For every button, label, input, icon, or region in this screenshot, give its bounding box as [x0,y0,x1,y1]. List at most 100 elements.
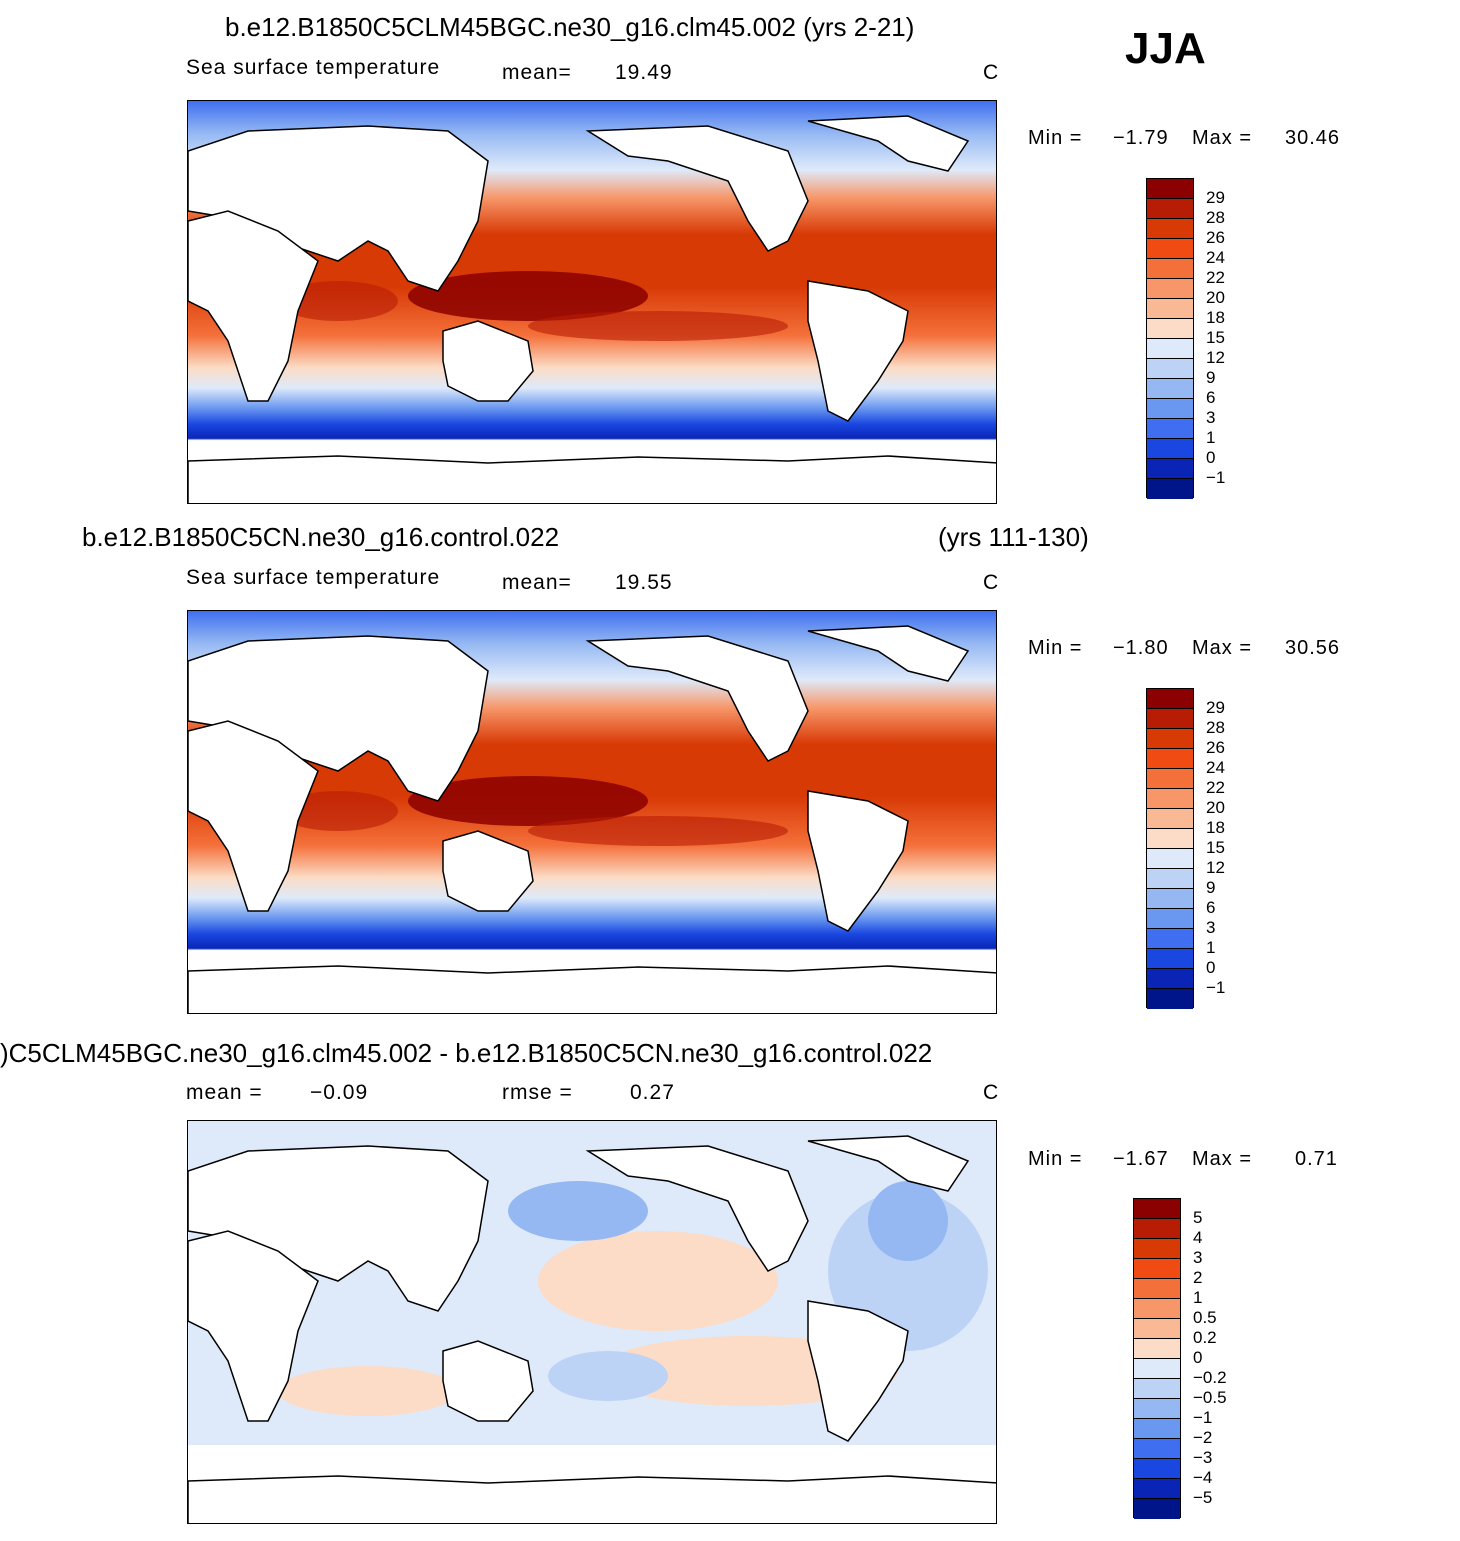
panel-diff-mean-label: mean = [186,1081,263,1104]
colorbar-swatch [1147,749,1193,769]
map-panel-mid [187,610,997,1014]
colorbar-tick-label: −1 [1206,978,1226,997]
colorbar-tick-label: −0.5 [1193,1388,1227,1407]
colorbar-tick-label: 15 [1206,328,1225,347]
panel-mid-mean-value: 19.55 [615,571,673,594]
map-panel-top [187,100,997,504]
panel-mid-mean-label: mean= [502,571,572,594]
colorbar-tick-label: 4 [1193,1228,1203,1247]
colorbar-swatch [1147,239,1193,259]
colorbar-tick-label: 5 [1193,1208,1203,1227]
colorbar-swatch [1147,849,1193,869]
panel-diff-units: C [983,1081,1000,1104]
colorbar-tick-label: 0 [1193,1348,1203,1367]
colorbar-swatch [1147,689,1193,709]
colorbar-tick-label: −1 [1193,1408,1213,1427]
colorbar-tick-label: 6 [1206,898,1216,917]
colorbar-tick-label: 28 [1206,208,1225,227]
panel-mid-years: (yrs 111-130) [938,522,1089,552]
colorbar-swatch [1134,1419,1180,1439]
colorbar-tick-label: 22 [1206,268,1225,287]
panel-diff-title: )C5CLM45BGC.ne30_g16.clm45.002 - b.e12.B… [0,1038,933,1068]
panel-top-title: b.e12.B1850C5CLM45BGC.ne30_g16.clm45.002… [225,12,915,42]
colorbar-swatch [1147,949,1193,969]
colorbar-tick-label: 12 [1206,858,1225,877]
colorbar-swatch [1147,709,1193,729]
colorbar-swatch [1147,319,1193,339]
map-panel-diff [187,1120,997,1524]
panel-top-mean-value: 19.49 [615,61,673,84]
colorbar-tick-label: −2 [1193,1428,1213,1447]
colorbar-tick-label: 6 [1206,388,1216,407]
panel-diff-max-value: 0.71 [1295,1148,1338,1170]
panel-diff-max-label: Max = [1192,1148,1253,1170]
colorbar-swatch [1147,379,1193,399]
panel-diff-rmse-label: rmse = [502,1081,573,1104]
colorbar-swatch [1134,1259,1180,1279]
panel-top-min-label: Min = [1028,127,1083,149]
colorbar-swatch [1134,1279,1180,1299]
colorbar-swatch [1147,399,1193,419]
colorbar-swatch [1147,889,1193,909]
colorbar-swatch [1147,769,1193,789]
colorbar-tick-label: 9 [1206,878,1216,897]
colorbar-swatch [1134,1359,1180,1379]
panel-top-mean-label: mean= [502,61,572,84]
colorbar-tick-label: 3 [1206,918,1216,937]
colorbar-tick-label: 28 [1206,718,1225,737]
colorbar-tick-label: 1 [1193,1288,1203,1307]
colorbar-swatch [1134,1459,1180,1479]
colorbar-swatch [1134,1479,1180,1499]
colorbar-swatch [1134,1239,1180,1259]
colorbar-tick-label: 1 [1206,938,1216,957]
colorbar-swatch [1147,279,1193,299]
colorbar-swatch [1147,219,1193,239]
panel-mid-units: C [983,571,1000,594]
colorbar-swatch [1134,1199,1180,1219]
colorbar-tick-label: 1 [1206,428,1216,447]
colorbar-tick-label: 24 [1206,758,1225,777]
panel-mid-min-value: −1.80 [1113,637,1169,659]
colorbar-swatch [1147,829,1193,849]
colorbar-swatch [1147,179,1193,199]
colorbar-tick-label: 22 [1206,778,1225,797]
panel-diff-rmse-value: 0.27 [630,1081,675,1104]
colorbar-tick-label: 0.2 [1193,1328,1217,1347]
colorbar-tick-label: 29 [1206,698,1225,717]
panel-mid-max-value: 30.56 [1285,637,1341,659]
colorbar-tick-label: 0 [1206,958,1216,977]
colorbar-tick-label: 15 [1206,838,1225,857]
colorbar-tick-label: −0.2 [1193,1368,1227,1387]
diff-map [188,1121,996,1523]
colorbar-swatch [1147,459,1193,479]
colorbar-swatch [1147,299,1193,319]
colorbar-swatch [1147,259,1193,279]
colorbar-swatch [1134,1319,1180,1339]
colorbar-tick-label: −1 [1206,468,1226,487]
colorbar-tick-label: 18 [1206,818,1225,837]
colorbar-swatch [1147,869,1193,889]
colorbar-swatch [1134,1339,1180,1359]
colorbar-tick-label: 20 [1206,798,1225,817]
colorbar-swatch [1134,1379,1180,1399]
colorbar-tick-label: 9 [1206,368,1216,387]
colorbar-swatch [1147,359,1193,379]
panel-diff-mean-value: −0.09 [310,1081,369,1104]
colorbar-tick-label: 26 [1206,738,1225,757]
panel-top-variable: Sea surface temperature [186,56,441,79]
colorbar-tick-label: 18 [1206,308,1225,327]
colorbar-top [1146,178,1194,499]
colorbar-tick-label: −3 [1193,1448,1213,1467]
colorbar-tick-label: 3 [1206,408,1216,427]
colorbar-tick-label: −4 [1193,1468,1213,1487]
panel-diff-min-label: Min = [1028,1148,1083,1170]
colorbar-swatch [1147,439,1193,459]
sst-map-top [188,101,996,503]
colorbar-mid [1146,688,1194,1009]
colorbar-swatch [1147,789,1193,809]
panel-top-units: C [983,61,1000,84]
colorbar-swatch [1134,1399,1180,1419]
colorbar-swatch [1134,1499,1180,1519]
panel-mid-max-label: Max = [1192,637,1253,659]
colorbar-swatch [1147,339,1193,359]
